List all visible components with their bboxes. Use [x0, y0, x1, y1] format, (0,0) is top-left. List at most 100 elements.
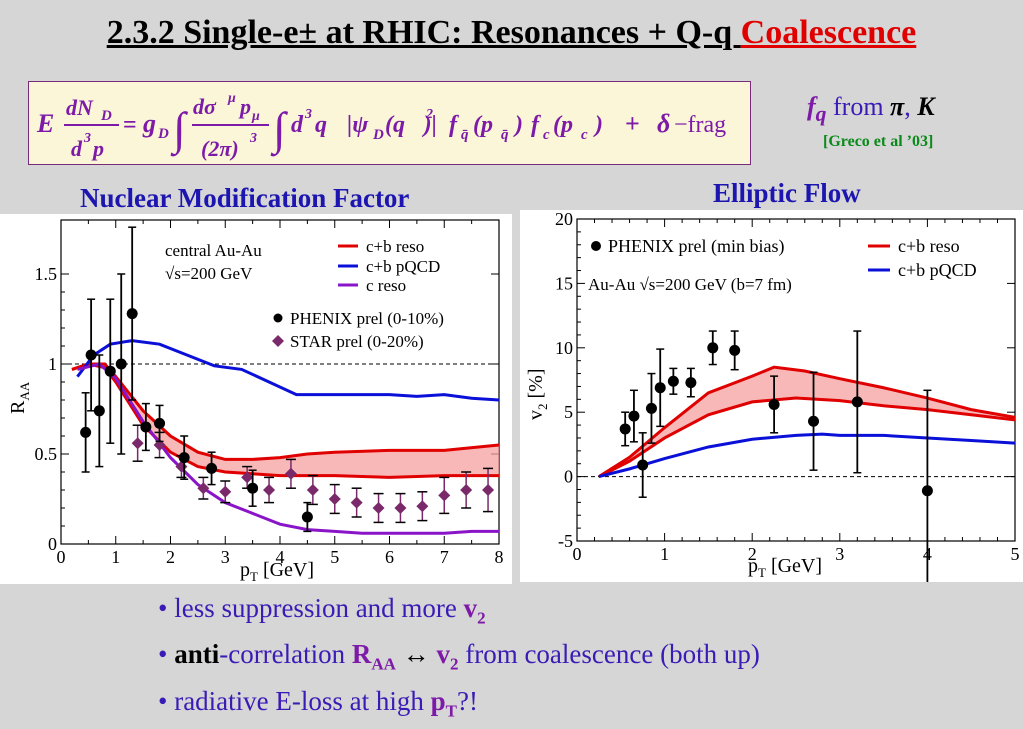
f-2pi-sup: 3	[249, 131, 257, 146]
v2-xtick-label: 2	[748, 544, 757, 564]
f-integral-2: ∫	[270, 103, 288, 157]
raa-star-point	[482, 484, 495, 496]
raa-star-point	[416, 500, 429, 513]
f-E: E	[36, 109, 54, 138]
raa-xtick-label: 2	[166, 547, 175, 567]
v2-phenix-point	[637, 459, 649, 471]
v2-line-upper-0	[598, 365, 1016, 478]
f-2pi: (2π)	[201, 136, 239, 161]
fq-f: f	[807, 92, 816, 121]
raa-ylabel: RAA	[7, 381, 32, 414]
raa-plot-panel: 0 1 2 3 4 5 6 7 8 0 0.5 1 1.5 central Au-Au √s=200 G…	[0, 214, 512, 584]
f-fc-arg-sub: c	[581, 127, 588, 143]
raa-xtick-label: 8	[495, 547, 504, 567]
f-frag: −frag	[674, 112, 726, 138]
f-fc-arg: (p⃗	[553, 112, 592, 138]
v2-phenix-point	[921, 485, 933, 497]
f-g: g	[142, 109, 156, 138]
f-dN: dN	[66, 95, 94, 120]
v2-xtick-label: 1	[660, 544, 669, 564]
f-plus: +	[625, 109, 640, 138]
v2-ylabel: v2 [%]	[525, 369, 550, 420]
f-fqbar-sub: q̄	[461, 127, 469, 143]
f-fqbar: f	[449, 112, 459, 138]
slide-title: 2.3.2 Single-e± at RHIC: Resonances + Q-…	[0, 14, 1023, 52]
raa-star-point	[131, 437, 144, 450]
v2-phenix-point	[628, 410, 640, 422]
fq-from: from	[826, 92, 891, 121]
raa-ytick-label: 1.5	[35, 264, 58, 284]
raa-annotation-2: √s=200 GeV	[165, 264, 253, 283]
fq-K: K	[917, 92, 935, 121]
v2-ytick-label: 15	[555, 273, 573, 293]
raa-xtick-label: 1	[111, 547, 120, 567]
coalescence-formula-box: E dN D d 3 p = g D ∫ dσ μ p μ (2π) 3 ∫ d…	[28, 81, 751, 165]
v2-ytick-label: -5	[558, 531, 573, 551]
raa-legend-1: c+b reso	[366, 237, 424, 256]
f-fqbar-arg-sub: q̄	[501, 127, 509, 143]
raa-xtick-label: 7	[440, 547, 449, 567]
f-fc-close: )	[593, 112, 603, 138]
raa-line-1	[76, 339, 500, 402]
v2-phenix-point	[707, 342, 719, 354]
v2-line-1	[598, 432, 1016, 479]
raa-xlabel: pT [GeV]	[240, 559, 314, 584]
f-d3p-d: d	[71, 136, 83, 161]
raa-star-point	[197, 482, 210, 495]
raa-chart: 0 1 2 3 4 5 6 7 8 0 0.5 1 1.5 central Au-Au √s=200 G…	[7, 219, 504, 584]
f-psi-arg: (q⃗)|	[385, 112, 437, 138]
raa-star-point	[284, 467, 297, 480]
raa-xtick-label: 3	[221, 547, 230, 567]
raa-star-point	[263, 484, 276, 496]
f-fc-sub: c	[543, 127, 550, 143]
raa-phenix-point	[247, 482, 259, 494]
fq-comma: ,	[904, 92, 918, 121]
v2-legend-1: PHENIX prel (min bias)	[608, 236, 784, 257]
raa-xtick-label: 5	[330, 547, 339, 567]
raa-phenix-point	[301, 511, 313, 523]
fq-pi: π	[890, 92, 905, 121]
f-integral-1: ∫	[170, 103, 188, 157]
raa-annotation-1: central Au-Au	[165, 241, 262, 260]
raa-star-point	[219, 485, 232, 498]
v2-phenix-point	[851, 396, 863, 408]
v2-legend-3: c+b pQCD	[898, 260, 977, 280]
f-d3p-p: p	[91, 136, 104, 161]
bullet-3: • radiative E-loss at high pT?!	[158, 685, 478, 721]
raa-star-point	[350, 496, 363, 509]
f-fc: f	[531, 112, 541, 138]
raa-legend-5: STAR prel (0-20%)	[290, 332, 424, 351]
v2-xtick-label: 0	[573, 544, 582, 564]
raa-star-point	[306, 484, 319, 496]
v2-phenix-point	[729, 344, 741, 356]
right-heading: Elliptic Flow	[713, 178, 861, 208]
bullet-2: • anti-correlation RAA ↔ v2 from coalesc…	[158, 639, 760, 674]
f-d3q-sup: 3	[304, 107, 312, 122]
fq-note: fq from π, K	[807, 92, 935, 127]
f-g-sub: D	[157, 126, 169, 142]
f-eq: =	[123, 112, 137, 138]
raa-xtick-label: 0	[57, 547, 66, 567]
raa-star-point	[438, 489, 451, 502]
v2-ytick-label: 0	[564, 467, 573, 487]
raa-star-point	[328, 493, 341, 505]
raa-phenix-point	[178, 452, 190, 464]
title-highlight: Coalescence	[740, 14, 917, 51]
raa-star-point	[372, 502, 385, 514]
raa-xtick-label: 6	[385, 547, 394, 567]
raa-star-point	[241, 471, 254, 484]
raa-ytick-label: 0.5	[35, 444, 58, 464]
raa-phenix-point	[154, 417, 166, 429]
citation: [Greco et al ’03]	[823, 133, 934, 150]
raa-ytick-label: 0	[48, 534, 57, 554]
title-main: 2.3.2 Single-e± at RHIC: Resonances + Q-…	[106, 14, 741, 51]
v2-legend-2: c+b reso	[898, 236, 960, 256]
v2-line-lower-0	[598, 396, 1016, 478]
v2-ytick-label: 5	[564, 402, 573, 422]
raa-phenix-point	[115, 358, 127, 370]
raa-phenix-point	[93, 405, 105, 417]
f-dN-sub: D	[100, 108, 112, 124]
raa-phenix-point	[104, 365, 116, 377]
